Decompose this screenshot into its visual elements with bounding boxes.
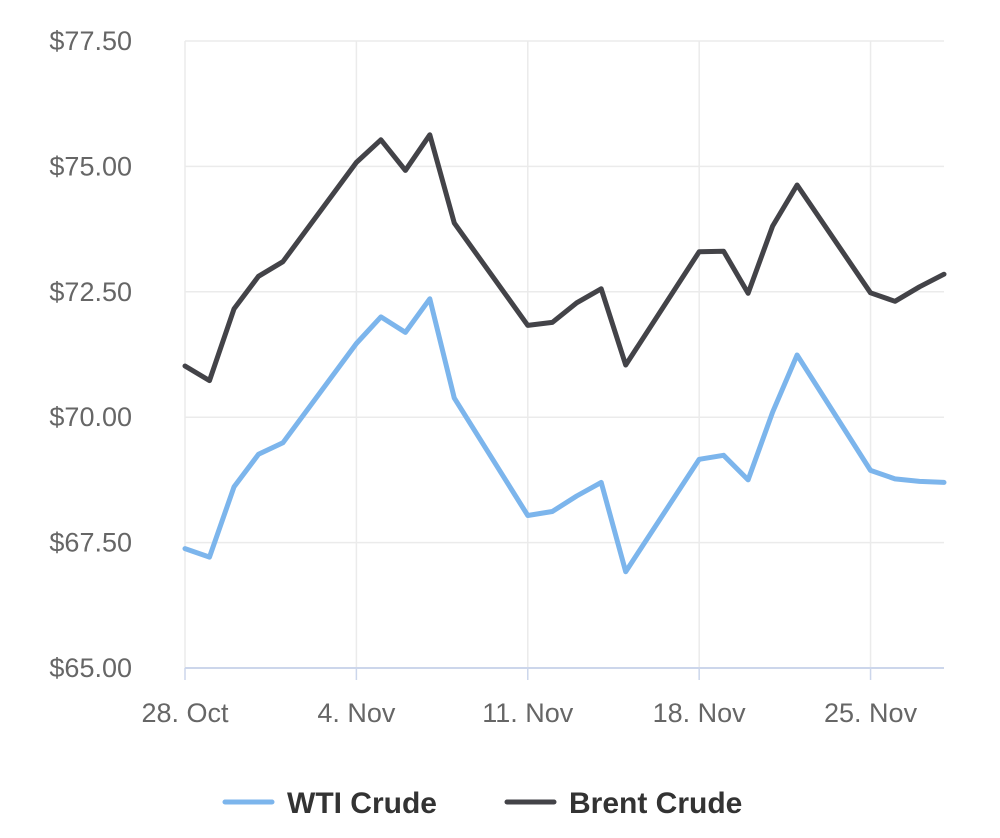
y-tick-label: $77.50 — [49, 26, 132, 56]
y-tick-label: $72.50 — [49, 277, 132, 307]
legend-item-brent[interactable]: Brent Crude — [504, 787, 742, 820]
x-tick-label: 28. Oct — [141, 698, 229, 728]
series-line-brent[interactable] — [182, 132, 947, 384]
y-tick-label: $65.00 — [49, 653, 132, 683]
legend-item-wti[interactable]: WTI Crude — [222, 787, 437, 820]
series-lines — [182, 132, 947, 575]
legend-brent-label: Brent Crude — [569, 787, 742, 820]
axes: $65.00 $67.50 $70.00 $72.50 $75.00 $77.50 28. … — [49, 26, 944, 728]
grid-lines — [184, 40, 944, 668]
x-tick-label: 25. Nov — [824, 698, 918, 728]
y-tick-label: $67.50 — [49, 528, 132, 558]
y-tick-label: $70.00 — [49, 402, 132, 432]
series-line-wti[interactable] — [182, 296, 947, 575]
y-tick-label: $75.00 — [49, 151, 132, 181]
x-tick-label: 4. Nov — [317, 698, 396, 728]
legend: WTI Crude Brent Crude — [222, 787, 742, 820]
x-tick-label: 18. Nov — [653, 698, 747, 728]
legend-wti-label: WTI Crude — [287, 787, 437, 820]
x-tick-label: 11. Nov — [482, 698, 574, 728]
